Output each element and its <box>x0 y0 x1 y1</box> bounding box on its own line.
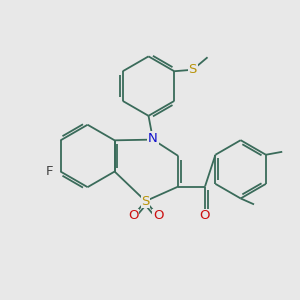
Text: N: N <box>148 132 158 145</box>
Text: O: O <box>153 209 163 223</box>
Text: S: S <box>141 195 150 208</box>
Text: F: F <box>46 165 53 178</box>
Text: S: S <box>188 63 197 76</box>
Text: O: O <box>200 209 210 223</box>
Text: O: O <box>128 209 138 223</box>
